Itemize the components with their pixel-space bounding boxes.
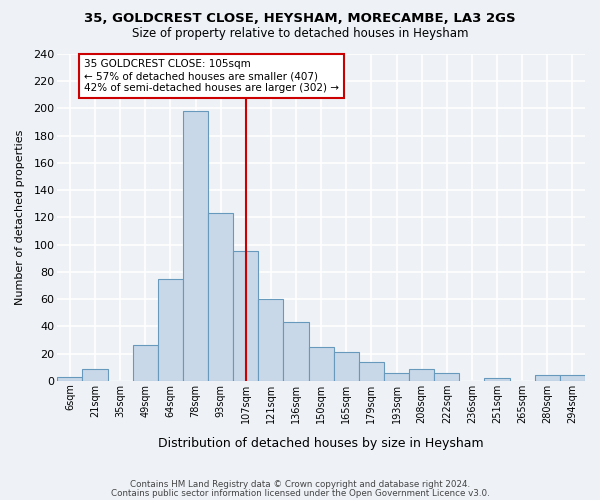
- Bar: [384, 372, 409, 381]
- Text: Contains HM Land Registry data © Crown copyright and database right 2024.: Contains HM Land Registry data © Crown c…: [130, 480, 470, 489]
- Bar: [334, 352, 359, 381]
- Bar: [308, 347, 334, 381]
- Bar: [58, 376, 82, 381]
- Text: Size of property relative to detached houses in Heysham: Size of property relative to detached ho…: [132, 28, 468, 40]
- Y-axis label: Number of detached properties: Number of detached properties: [15, 130, 25, 305]
- Bar: [233, 252, 259, 381]
- Bar: [434, 372, 460, 381]
- Bar: [283, 322, 308, 381]
- Text: Contains public sector information licensed under the Open Government Licence v3: Contains public sector information licen…: [110, 488, 490, 498]
- Bar: [183, 111, 208, 381]
- Bar: [133, 346, 158, 381]
- Bar: [484, 378, 509, 381]
- Bar: [208, 214, 233, 381]
- Text: 35, GOLDCREST CLOSE, HEYSHAM, MORECAMBE, LA3 2GS: 35, GOLDCREST CLOSE, HEYSHAM, MORECAMBE,…: [84, 12, 516, 26]
- Bar: [560, 376, 585, 381]
- Bar: [535, 376, 560, 381]
- Bar: [409, 368, 434, 381]
- Text: 35 GOLDCREST CLOSE: 105sqm
← 57% of detached houses are smaller (407)
42% of sem: 35 GOLDCREST CLOSE: 105sqm ← 57% of deta…: [84, 60, 339, 92]
- Bar: [359, 362, 384, 381]
- X-axis label: Distribution of detached houses by size in Heysham: Distribution of detached houses by size …: [158, 437, 484, 450]
- Bar: [158, 278, 183, 381]
- Bar: [82, 368, 107, 381]
- Bar: [259, 299, 283, 381]
